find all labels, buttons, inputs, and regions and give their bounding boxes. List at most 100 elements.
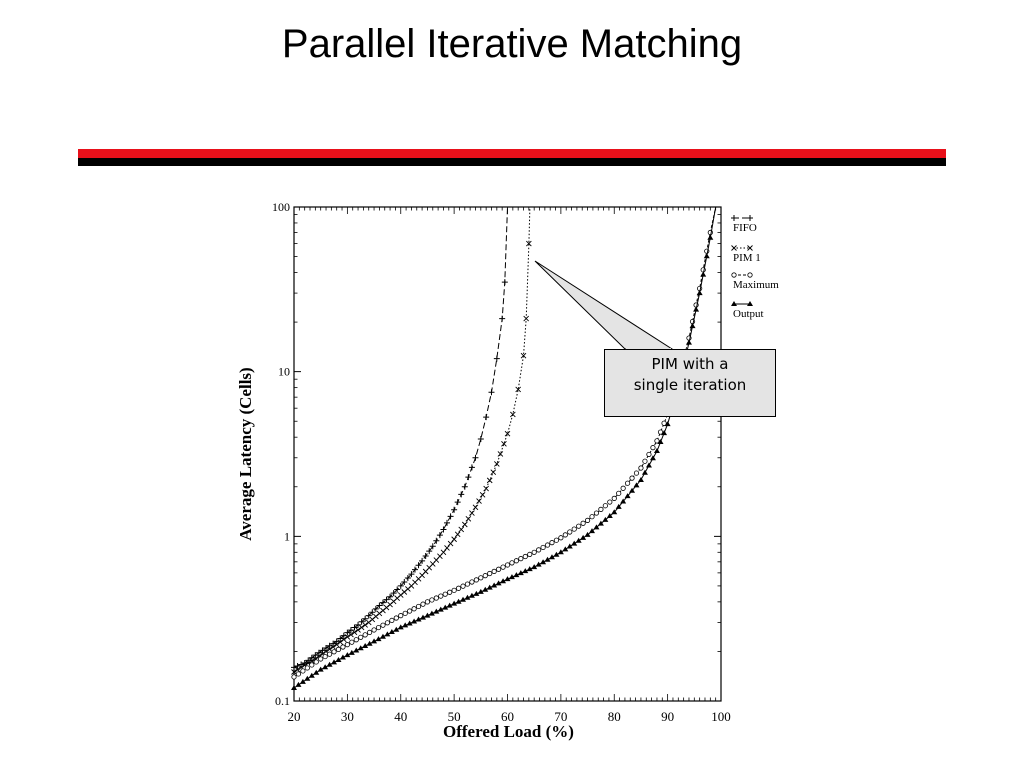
data-point-fifo xyxy=(468,464,475,471)
data-point-maximum xyxy=(482,573,488,579)
data-point-maximum xyxy=(589,514,595,520)
data-point-fifo xyxy=(305,657,312,664)
data-point-pim-1 xyxy=(294,666,301,673)
data-point-maximum xyxy=(544,542,551,548)
data-point-fifo xyxy=(488,389,495,396)
data-point-output xyxy=(424,612,431,618)
callout-box: PIM with a single iteration xyxy=(604,349,776,417)
data-point-fifo xyxy=(365,612,372,619)
data-point-output xyxy=(700,271,707,277)
data-point-output xyxy=(473,590,480,596)
data-point-pim-1 xyxy=(490,469,497,476)
data-point-maximum xyxy=(464,581,471,587)
data-point-output xyxy=(308,672,315,678)
x-tick-label: 100 xyxy=(711,709,731,724)
data-point-output xyxy=(653,447,660,453)
callout-line-2: single iteration xyxy=(633,376,747,394)
data-point-fifo xyxy=(411,566,418,573)
data-point-maximum xyxy=(654,438,660,444)
data-point-maximum xyxy=(398,613,404,619)
data-point-maximum xyxy=(500,564,506,570)
x-tick-label: 70 xyxy=(554,709,567,724)
data-point-maximum xyxy=(473,577,479,583)
data-point-output xyxy=(620,498,627,504)
data-point-maximum xyxy=(455,585,462,591)
black-divider xyxy=(78,158,946,166)
data-point-maximum xyxy=(567,529,573,535)
data-point-output xyxy=(535,561,542,567)
data-point-output xyxy=(637,476,644,482)
data-point-pim-1 xyxy=(497,451,504,457)
data-point-output xyxy=(606,513,613,519)
data-point-maximum xyxy=(487,570,493,577)
data-point-output xyxy=(696,290,703,296)
data-point-maximum xyxy=(536,547,542,553)
data-point-maximum xyxy=(580,520,586,526)
data-point-pim-1 xyxy=(476,498,482,504)
data-point-maximum xyxy=(447,589,453,595)
data-point-maximum xyxy=(442,591,448,597)
data-point-fifo xyxy=(440,526,447,533)
data-point-pim-1 xyxy=(465,515,472,522)
data-point-maximum xyxy=(384,620,391,626)
data-point-maximum xyxy=(616,490,622,496)
data-point-maximum xyxy=(291,674,297,680)
data-point-maximum xyxy=(562,532,568,538)
x-tick-label: 60 xyxy=(501,709,514,724)
x-tick-label: 90 xyxy=(661,709,674,724)
data-point-output xyxy=(611,509,618,515)
data-point-maximum xyxy=(504,562,511,568)
data-point-maximum xyxy=(638,465,644,471)
data-point-output xyxy=(517,570,524,576)
data-point-pim-1 xyxy=(515,386,521,393)
data-point-output xyxy=(464,594,471,600)
data-point-output xyxy=(406,620,413,626)
data-point-fifo xyxy=(291,664,297,671)
data-point-fifo xyxy=(351,624,358,631)
data-point-output xyxy=(557,549,564,555)
data-point-maximum xyxy=(371,627,377,633)
callout-line-1: PIM with a xyxy=(651,355,729,373)
x-axis-label: Offered Load (%) xyxy=(443,722,574,741)
data-point-fifo xyxy=(501,279,508,286)
data-point-fifo xyxy=(397,582,404,589)
legend-label-pim-1: PIM 1 xyxy=(733,252,761,264)
data-point-maximum xyxy=(322,653,328,660)
data-point-maximum xyxy=(295,671,302,677)
data-point-output xyxy=(486,584,493,590)
data-point-maximum xyxy=(429,597,435,603)
data-point-output xyxy=(411,618,418,624)
data-point-output xyxy=(313,669,320,675)
data-point-fifo xyxy=(404,575,411,582)
data-point-output xyxy=(446,602,453,608)
y-axis-label: Average Latency (Cells) xyxy=(236,367,255,540)
data-point-fifo xyxy=(401,578,408,585)
data-point-output xyxy=(593,524,600,530)
data-point-output xyxy=(348,649,355,655)
data-point-maximum xyxy=(642,458,648,464)
data-point-maximum xyxy=(527,551,533,558)
data-point-fifo xyxy=(458,491,465,498)
data-point-output xyxy=(331,659,338,665)
data-point-output xyxy=(428,610,435,616)
data-point-fifo xyxy=(499,315,506,322)
data-point-maximum xyxy=(375,624,382,631)
data-point-output xyxy=(379,633,386,639)
data-point-fifo xyxy=(465,474,472,481)
data-point-output xyxy=(419,614,426,620)
data-point-maximum xyxy=(326,651,333,657)
data-point-output xyxy=(477,588,484,594)
data-point-fifo xyxy=(372,605,379,612)
data-point-output xyxy=(693,306,700,312)
legend-label-output: Output xyxy=(733,308,764,320)
data-point-maximum xyxy=(522,553,528,560)
data-point-output xyxy=(339,654,346,660)
data-point-pim-1 xyxy=(510,411,516,418)
data-point-maximum xyxy=(657,429,664,435)
data-point-output xyxy=(615,503,622,509)
data-point-pim-1 xyxy=(451,536,457,543)
data-point-maximum xyxy=(331,649,337,655)
legend-label-fifo: FIFO xyxy=(733,222,757,234)
data-point-pim-1 xyxy=(440,549,447,556)
data-point-pim-1 xyxy=(444,545,450,551)
